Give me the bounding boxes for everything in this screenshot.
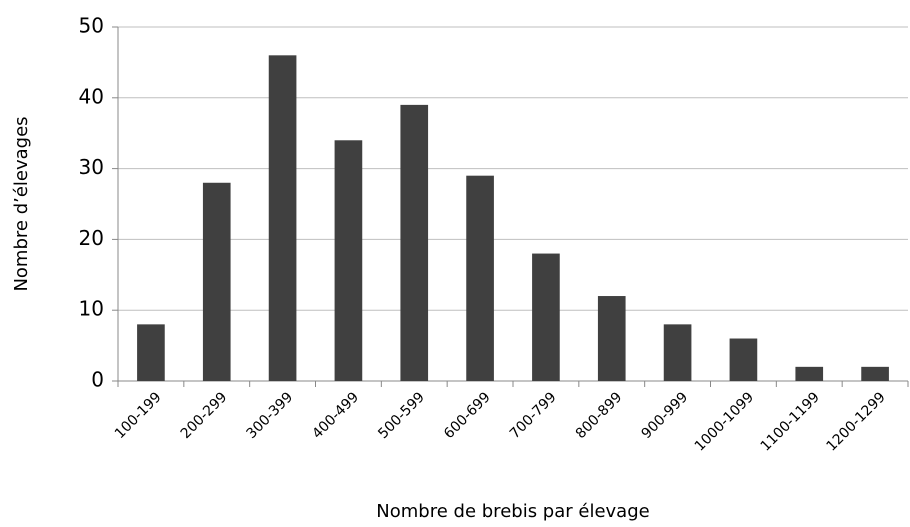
y-tick-label: 20 [79,226,104,250]
bar [137,324,165,381]
y-tick-label: 50 [79,14,104,38]
bar [466,175,494,381]
y-tick-label: 30 [79,155,104,179]
x-tick-label: 1200-1299 [823,389,888,454]
x-tick-label: 600-699 [441,389,494,442]
bar [268,55,297,381]
bar [663,324,692,381]
y-tick-label: 10 [79,297,104,321]
bar [400,104,429,381]
x-tick-label: 1100-1199 [758,389,823,454]
x-tick-label: 800-899 [573,389,626,442]
x-tick-label: 300-399 [244,389,297,442]
y-axis-label: Nombre d’élevages [11,116,32,291]
bar [729,338,758,381]
y-tick-label: 40 [79,84,104,108]
x-tick-label: 1000-1099 [692,389,757,454]
bar [532,253,560,381]
x-tick-label: 700-799 [507,389,560,442]
x-tick-label: 200-299 [178,389,231,442]
y-tick-label: 0 [91,368,104,392]
x-tick-label: 500-599 [375,389,428,442]
bar [202,182,231,381]
bar [597,296,626,381]
bar [334,140,363,381]
x-tick-label: 400-499 [309,389,362,442]
x-tick-label: 900-999 [639,389,692,442]
bar [795,366,824,381]
x-axis-label: Nombre de brebis par élevage [376,501,649,522]
bar [861,366,889,381]
x-tick-label: 100-199 [112,389,165,442]
